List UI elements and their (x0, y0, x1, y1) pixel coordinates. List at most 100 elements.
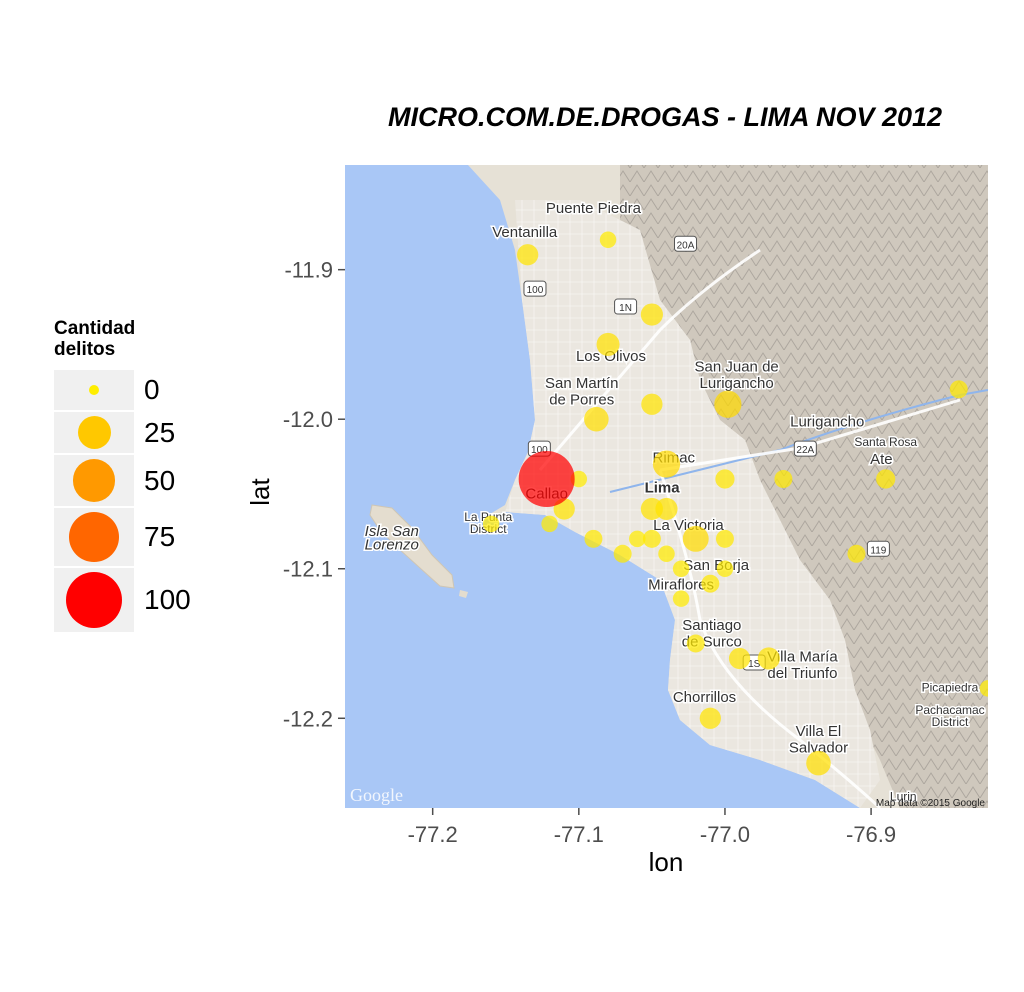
crime-point (876, 469, 896, 489)
place-label: Pachacamac (915, 703, 984, 717)
legend-title: Cantidad delitos (54, 318, 136, 360)
crime-point (641, 393, 663, 415)
legend: Cantidad delitos 0 25 50 75 100 (54, 318, 191, 634)
place-label: San Martín (545, 375, 618, 392)
legend-label: 0 (144, 374, 160, 405)
x-tick-label: -77.2 (408, 822, 458, 847)
x-tick-label: -76.9 (846, 822, 896, 847)
legend-label: 50 (144, 464, 176, 496)
chart-title: MICRO.COM.DE.DROGAS - LIMA NOV 2012 (387, 102, 943, 132)
place-label: Santiago (682, 617, 741, 634)
road-shield: 22A (793, 440, 817, 457)
x-tick-label: -77.0 (700, 822, 750, 847)
legend-key (54, 370, 134, 412)
crime-point (847, 544, 866, 563)
legend-key (54, 568, 134, 634)
island-san-lorenzo (369, 504, 455, 589)
crime-point (584, 406, 609, 432)
legend-item: 25 (54, 412, 176, 455)
y-tick-label: -12.0 (283, 407, 333, 432)
crime-point (584, 529, 603, 548)
legend-item: 100 (54, 568, 191, 634)
crime-point (714, 390, 742, 418)
crime-point (655, 497, 678, 521)
place-label: Lorenzo (365, 536, 419, 553)
crime-point (599, 231, 617, 249)
y-tick-label: -12.1 (283, 557, 333, 582)
crime-point (482, 515, 500, 533)
legend-symbol (72, 459, 116, 502)
road-shield-box (614, 298, 638, 315)
road-shield: 1N (614, 298, 638, 315)
place-label: San Borja (683, 557, 750, 574)
crime-point (541, 515, 558, 533)
legend-item: 75 (54, 508, 176, 568)
place-label: Miraflores (648, 577, 714, 594)
place-label: Lurigancho (700, 375, 774, 392)
place-label: Lima (645, 479, 681, 496)
crime-point (682, 525, 709, 552)
road-shield-box (866, 540, 890, 557)
crime-point (686, 634, 705, 653)
road-shield-label: 119 (870, 545, 886, 556)
crime-point (629, 530, 646, 548)
place-label: Chorrillos (673, 689, 736, 706)
crime-point (715, 469, 735, 489)
islet (459, 590, 468, 598)
crime-point (672, 590, 690, 607)
road-shield: 119 (866, 540, 890, 557)
legend-item: 50 (54, 455, 176, 508)
x-tick-label: -77.1 (554, 822, 604, 847)
y-axis-label: lat (245, 478, 275, 506)
crime-point (518, 451, 575, 508)
crime-point (640, 303, 663, 326)
crime-point (570, 470, 588, 488)
legend-label: 100 (144, 584, 191, 615)
y-tick-label: -12.2 (283, 706, 333, 731)
place-label: Los Olivos (576, 348, 646, 365)
place-labels: Puente Piedra Ventanilla Los Olivos San Mar… (363, 198, 986, 805)
crime-point (701, 574, 720, 593)
hills-shading (620, 165, 988, 808)
legend-item: 0 (54, 370, 174, 412)
road-shield-label: 20A (677, 240, 695, 251)
place-label: de Porres (549, 391, 614, 408)
y-tick-label: -11.9 (284, 258, 333, 283)
crime-point (728, 647, 751, 670)
y-axis: -11.9 -12.0 -12.1 -12.2 (283, 258, 345, 731)
x-axis-label: lon (648, 847, 684, 877)
place-label: District (932, 715, 969, 729)
google-logo: Google (350, 785, 403, 805)
crime-point (652, 450, 681, 478)
data-points (482, 231, 988, 776)
place-label: Villa El (796, 723, 842, 740)
legend-label: 25 (144, 416, 176, 448)
crime-point (757, 647, 780, 670)
road-shield: 20A (673, 235, 697, 252)
place-label: Lurigancho (790, 414, 864, 431)
place-label: Villa María (767, 648, 838, 665)
legend-key (54, 508, 134, 568)
place-label: Ventanilla (492, 224, 558, 241)
crime-point (979, 680, 988, 697)
crime-point (613, 544, 632, 563)
place-label: La Victoria (653, 517, 724, 534)
crime-point (806, 750, 831, 776)
road-shield-box (523, 280, 547, 297)
legend-label: 75 (144, 521, 176, 552)
legend-key (54, 455, 134, 508)
crime-point (517, 244, 539, 266)
road-shield-label: 22A (796, 445, 814, 456)
road-shield: 100 (523, 280, 547, 297)
crime-point (715, 529, 734, 548)
place-label: Lurin (890, 790, 917, 804)
crime-point (642, 529, 661, 548)
road-shield-label: 1S (748, 659, 761, 670)
street-grid (505, 200, 880, 808)
crime-point (716, 560, 734, 577)
road-shield-label: 1N (619, 303, 632, 314)
legend-symbol (77, 416, 111, 449)
legend-symbol (66, 572, 122, 628)
road-shield-label: 100 (527, 285, 544, 296)
